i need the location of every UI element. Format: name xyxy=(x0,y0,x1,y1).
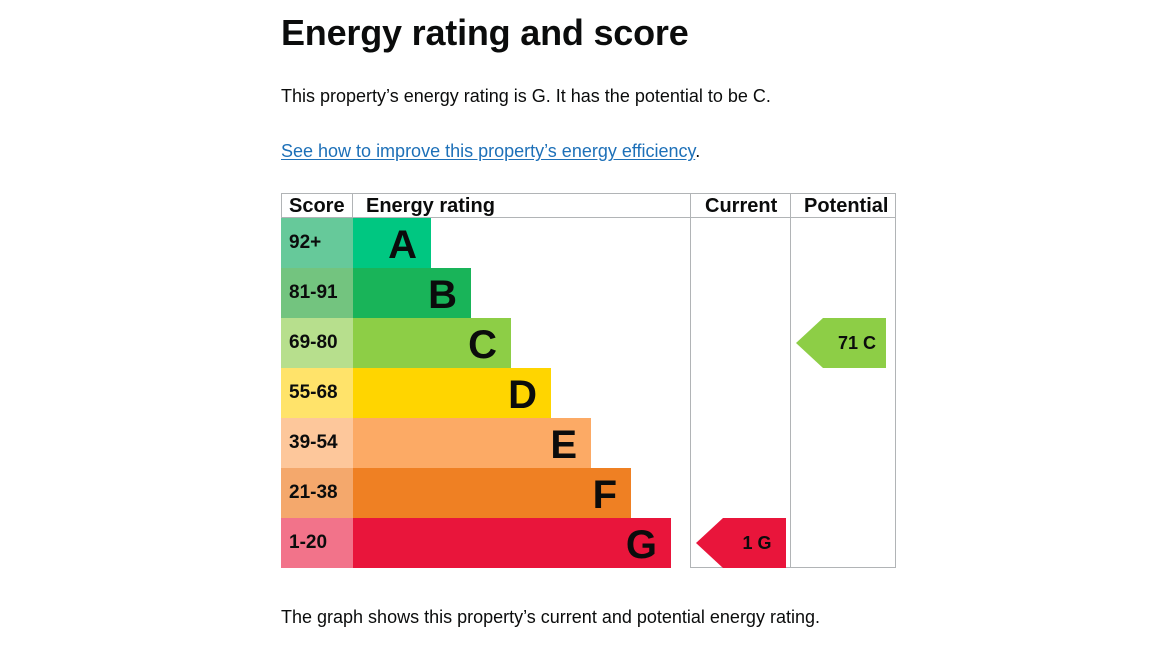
score-label-g: 1-20 xyxy=(289,532,327,553)
improve-paragraph: See how to improve this property’s energ… xyxy=(281,139,700,163)
score-cell-c xyxy=(281,318,353,368)
header-potential: Potential xyxy=(804,195,888,217)
header-current: Current xyxy=(705,195,778,217)
score-label-e: 39-54 xyxy=(289,432,338,453)
energy-rating-chart: Score Energy rating Current Potential 92… xyxy=(281,193,896,568)
rating-bands: 92+ A 81-91 B 69-80 C 55-68 D 39-54 E 21-38 F 1-20 G xyxy=(281,218,671,568)
score-cell-f xyxy=(281,468,353,518)
score-label-a: 92+ xyxy=(289,232,321,253)
page-title: Energy rating and score xyxy=(281,12,689,53)
band-bar-a xyxy=(353,218,431,268)
score-label-f: 21-38 xyxy=(289,482,338,503)
rating-indicators: 1 G 71 C xyxy=(696,318,886,568)
band-bar-b xyxy=(353,268,471,318)
band-bar-c xyxy=(353,318,511,368)
score-label-d: 55-68 xyxy=(289,382,338,403)
improve-efficiency-link[interactable]: See how to improve this property’s energ… xyxy=(281,141,696,161)
current-rating-label: 1 G xyxy=(742,533,771,553)
band-bar-e xyxy=(353,418,591,468)
band-bar-g xyxy=(353,518,671,568)
score-cell-d xyxy=(281,368,353,418)
band-bar-f xyxy=(353,468,631,518)
potential-rating-label: 71 C xyxy=(838,333,876,353)
band-letter-c: C xyxy=(468,323,497,367)
header-score: Score xyxy=(289,195,345,217)
improve-link-suffix: . xyxy=(695,141,701,161)
potential-rating-arrow xyxy=(796,318,886,368)
rating-summary: This property’s energy rating is G. It h… xyxy=(281,86,771,106)
score-cell-a xyxy=(281,218,353,268)
chart-headers: Score Energy rating Current Potential xyxy=(289,195,888,217)
header-energy-rating: Energy rating xyxy=(366,195,495,217)
band-letter-e: E xyxy=(550,423,577,467)
band-letter-b: B xyxy=(428,273,457,317)
band-bar-d xyxy=(353,368,551,418)
chart-grid xyxy=(281,193,896,568)
score-cell-b xyxy=(281,268,353,318)
band-letter-f: F xyxy=(593,473,617,517)
score-label-b: 81-91 xyxy=(289,282,338,303)
band-letter-g: G xyxy=(626,523,657,567)
chart-caption: The graph shows this property’s current … xyxy=(281,607,820,627)
score-cell-e xyxy=(281,418,353,468)
band-letter-d: D xyxy=(508,373,537,417)
band-letter-a: A xyxy=(388,223,417,267)
current-rating-arrow xyxy=(696,518,786,568)
score-cell-g xyxy=(281,518,353,568)
score-label-c: 69-80 xyxy=(289,332,338,353)
